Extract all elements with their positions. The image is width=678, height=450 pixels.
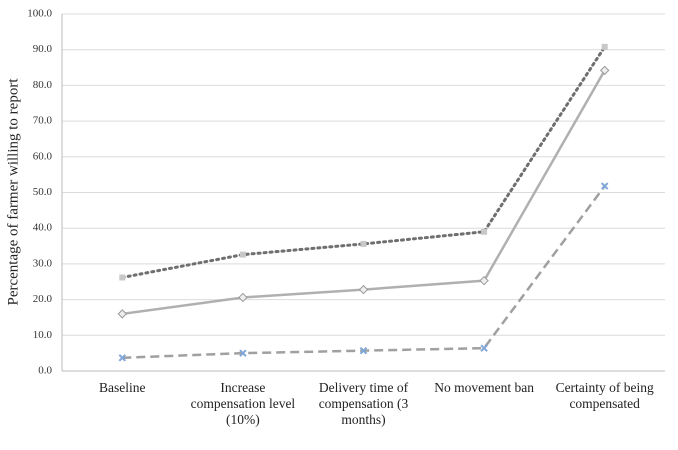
marker [480,344,488,352]
y-axis-label: Percentage of farmer willing to report [5,78,21,306]
marker [360,240,367,247]
y-tick-label: 100.0 [27,8,52,20]
y-tick-label: 10.0 [33,329,53,341]
x-tick-label: Delivery time of compensation (3 months) [318,380,409,427]
y-tick-label: 20.0 [33,293,53,305]
y-tick-label: 30.0 [33,257,53,269]
y-tick-label: 90.0 [33,43,53,55]
y-tick-label: 0.0 [38,365,52,377]
marker [239,251,246,258]
marker [599,65,610,76]
marker [358,284,369,295]
marker [479,275,489,286]
marker [239,349,247,357]
marker [359,346,368,355]
marker [118,354,127,362]
marker [117,309,128,319]
marker [238,292,248,303]
y-tick-label: 40.0 [33,222,53,234]
y-tick-label: 80.0 [33,79,53,91]
marker [600,182,609,190]
x-tick-label: Certainty of being compensated [555,380,654,411]
series-line [122,185,606,360]
x-tick-label: Increase compensation level (10%) [190,380,296,427]
y-tick-label: 70.0 [33,115,53,127]
series-line [120,45,607,279]
x-tick-label: Baseline [99,380,146,395]
x-tick-label: No movement ban [434,380,534,395]
y-tick-label: 50.0 [33,186,53,198]
marker [481,228,488,235]
y-tick-label: 60.0 [33,150,53,162]
marker [119,274,126,281]
marker [601,43,608,50]
